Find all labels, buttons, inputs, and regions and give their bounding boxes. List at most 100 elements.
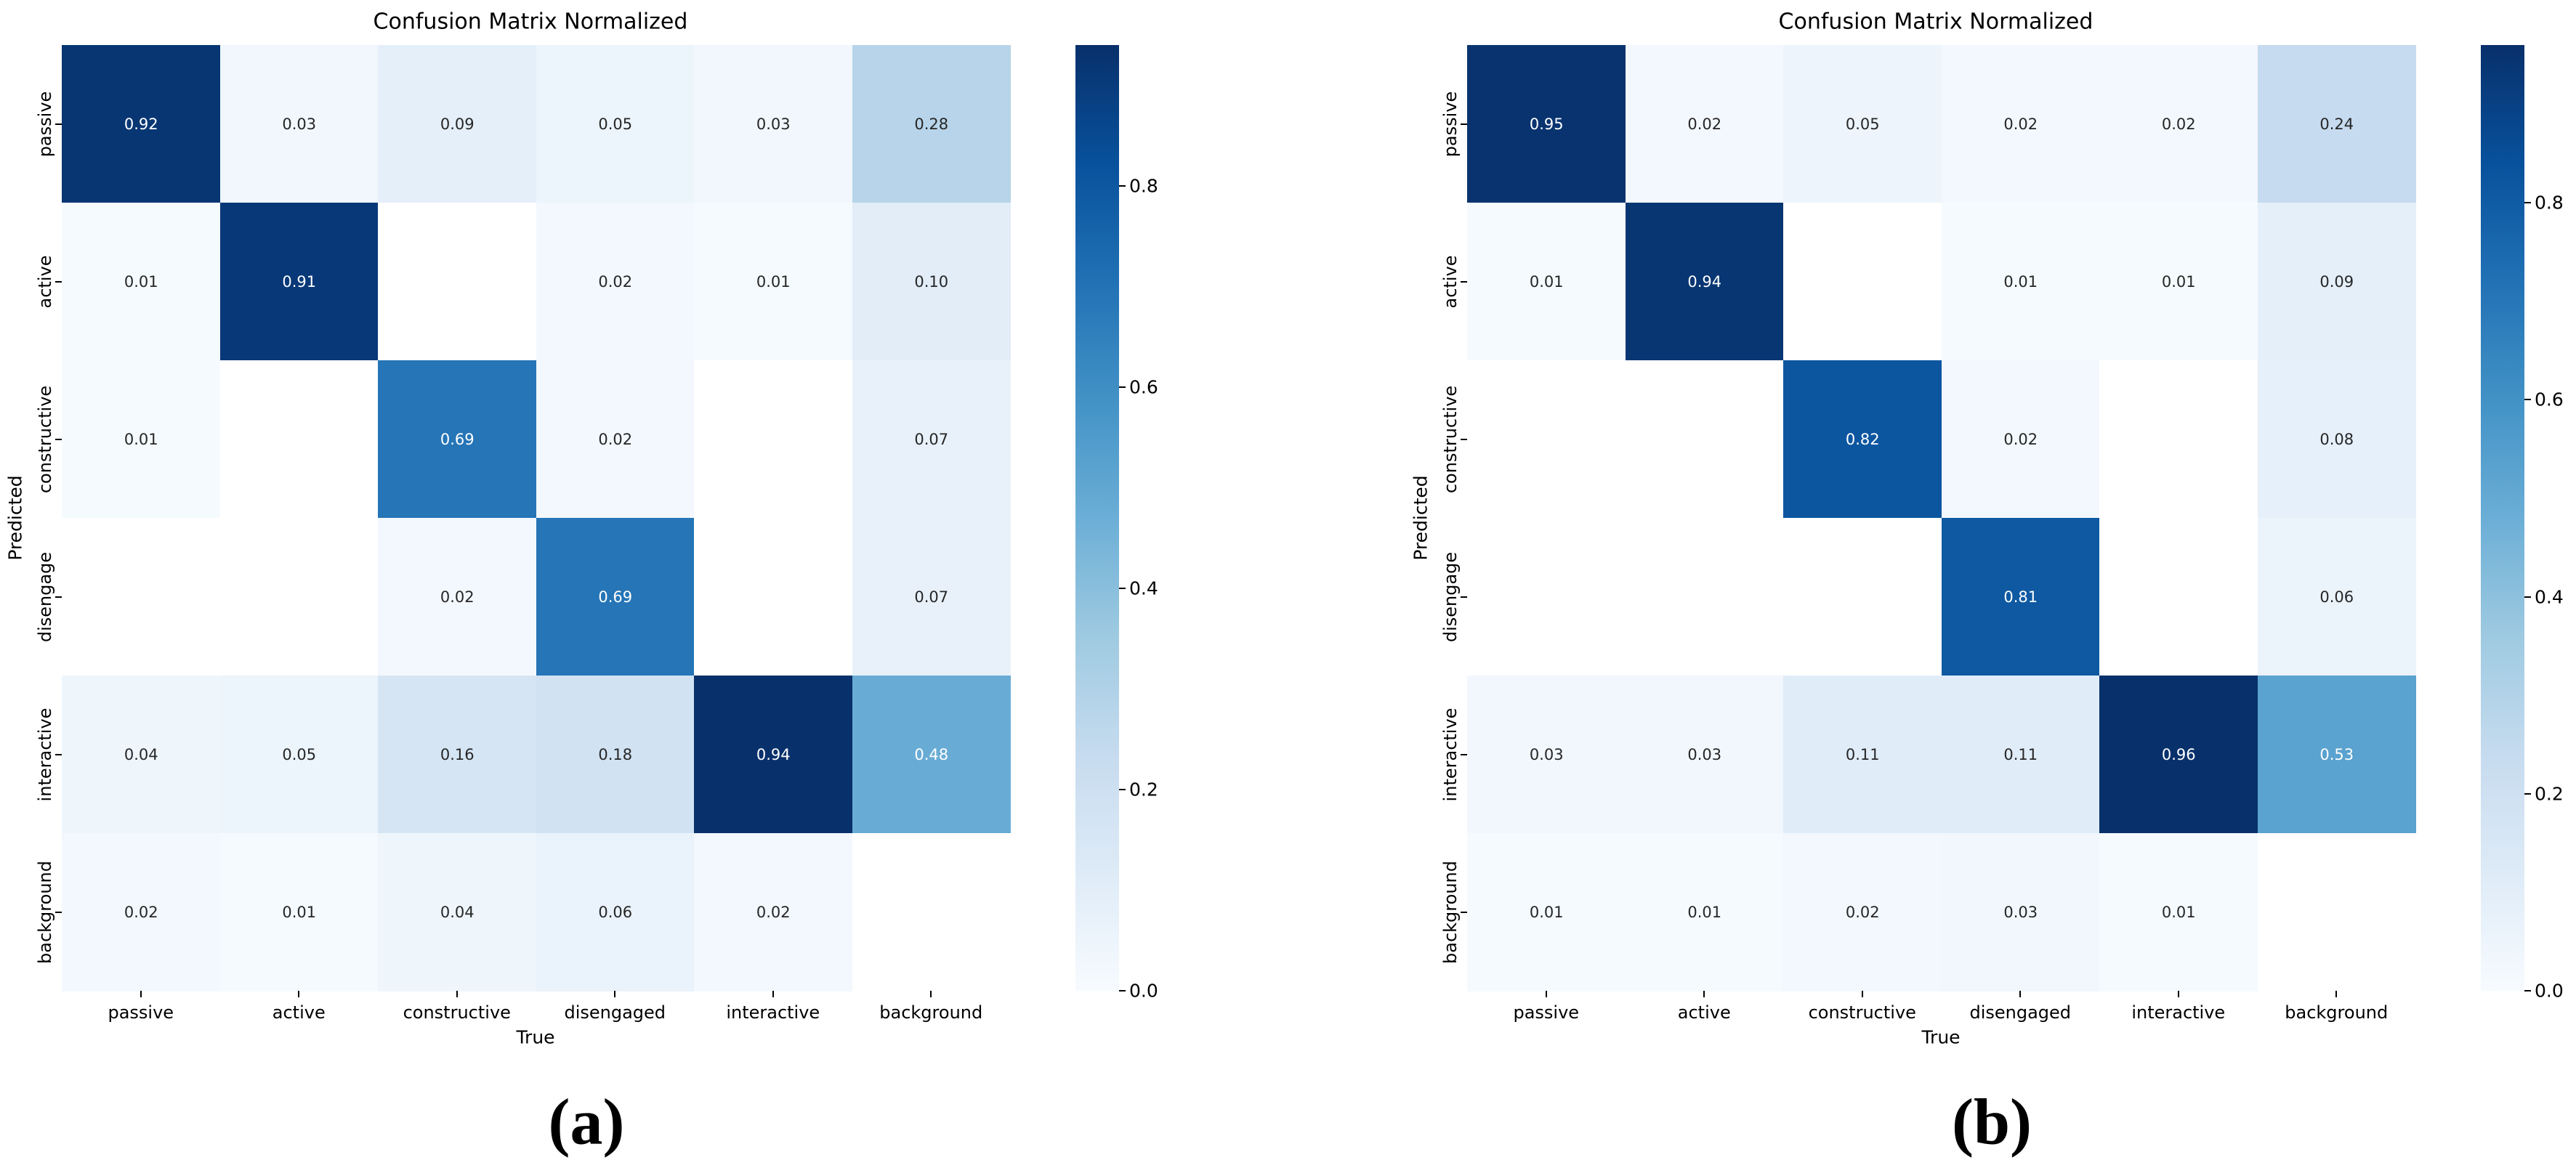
x-tick-label: background (2285, 1002, 2389, 1023)
heatmap-cell (1467, 360, 1626, 519)
x-tick-mark (2177, 991, 2179, 997)
heatmap-cell-value: 0.02 (598, 272, 633, 291)
heatmap-cell-value: 0.02 (440, 588, 475, 606)
chart-title: Confusion Matrix Normalized (373, 9, 688, 35)
heatmap-cell-value: 0.01 (124, 272, 158, 291)
heatmap-cell-value: 0.07 (914, 430, 949, 448)
heatmap-cell-value: 0.05 (282, 745, 317, 763)
heatmap-cell-value: 0.91 (282, 272, 317, 291)
heatmap-cell-value: 0.01 (1529, 272, 1564, 291)
y-tick-mark (1461, 753, 1467, 755)
heatmap-cell-value: 0.11 (1845, 745, 1880, 763)
y-tick-label: disengage (35, 551, 55, 642)
heatmap-cell-value: 0.01 (124, 430, 158, 448)
y-tick-label: background (35, 860, 55, 964)
heatmap-cell-value: 0.07 (914, 588, 949, 606)
heatmap-cell: 0.69 (536, 518, 695, 676)
heatmap-cell: 0.07 (852, 360, 1011, 519)
y-tick-mark (55, 438, 62, 440)
heatmap-cell-value: 0.02 (2161, 115, 2196, 133)
heatmap-cell: 0.02 (536, 203, 695, 361)
y-tick-mark (1461, 911, 1467, 913)
heatmap-cell-value: 0.95 (1529, 115, 1564, 133)
heatmap-cell: 0.02 (378, 518, 537, 676)
heatmap-cell: 0.24 (2257, 45, 2416, 203)
colorbar-gradient (1075, 45, 1119, 991)
heatmap-cell: 0.06 (536, 833, 695, 991)
x-tick-label: active (272, 1002, 326, 1023)
heatmap-cell: 0.10 (852, 203, 1011, 361)
heatmap-cell: 0.03 (219, 45, 379, 203)
heatmap-cell: 0.01 (1941, 203, 2100, 361)
y-tick-label: active (1440, 255, 1461, 308)
colorbar-tick-label: 0.6 (1129, 376, 1158, 398)
heatmap-cell: 0.69 (378, 360, 537, 519)
heatmap-cell: 0.02 (2099, 45, 2258, 203)
x-tick-label: disengaged (1969, 1002, 2072, 1023)
y-tick-mark (55, 596, 62, 598)
x-tick-label: disengaged (564, 1002, 666, 1023)
heatmap-cell-value: 0.94 (756, 745, 791, 763)
heatmap-cell-value: 0.09 (2319, 272, 2354, 291)
heatmap-cell-value: 0.08 (2319, 430, 2354, 448)
heatmap-cell: 0.05 (536, 45, 695, 203)
y-tick-mark (55, 911, 62, 913)
heatmap-cell-value: 0.18 (598, 745, 633, 763)
x-tick-mark (2019, 991, 2022, 997)
heatmap-cell (1467, 518, 1626, 676)
heatmap-cell-value: 0.05 (598, 115, 633, 133)
heatmap-cell-value: 0.03 (1687, 745, 1722, 763)
colorbar-tick-label: 0.2 (1129, 779, 1158, 800)
heatmap-cell (1783, 203, 1942, 361)
x-tick-mark (456, 991, 458, 997)
x-tick-label: active (1677, 1002, 1731, 1023)
heatmap-cell-value: 0.01 (282, 903, 317, 921)
heatmap-cell-value: 0.06 (598, 903, 633, 921)
heatmap-cell-value: 0.02 (1845, 903, 1880, 921)
colorbar-tick-label: 0.8 (1129, 175, 1158, 197)
heatmap-cell: 0.94 (1625, 203, 1784, 361)
heatmap-cell: 0.02 (1625, 45, 1784, 203)
heatmap-cell (694, 518, 853, 676)
heatmap-cell-value: 0.24 (2319, 115, 2354, 133)
x-tick-mark (1545, 991, 1547, 997)
heatmap-cell-value: 0.04 (440, 903, 475, 921)
heatmap-cell (1625, 518, 1784, 676)
heatmap-cell-value: 0.02 (756, 903, 791, 921)
heatmap-cell-value: 0.48 (914, 745, 949, 763)
colorbar-tick-mark (1119, 788, 1126, 790)
heatmap-cell (2257, 833, 2416, 991)
heatmap-cell: 0.06 (2257, 518, 2416, 676)
heatmap-cell: 0.11 (1941, 676, 2100, 834)
heatmap-cell-value: 0.28 (914, 115, 949, 133)
heatmap-cell: 0.28 (852, 45, 1011, 203)
colorbar-tick-mark (2524, 990, 2531, 991)
heatmap-cell: 0.01 (1467, 833, 1626, 991)
y-tick-label: passive (35, 91, 55, 157)
heatmap-cell-value: 0.09 (440, 115, 475, 133)
x-axis-label: True (1921, 1026, 1961, 1048)
heatmap-cell: 0.02 (536, 360, 695, 519)
x-tick-label: constructive (1808, 1002, 1916, 1023)
heatmap-cell: 0.96 (2099, 676, 2258, 834)
x-tick-mark (614, 991, 616, 997)
heatmap-cell-value: 0.02 (598, 430, 633, 448)
heatmap-cell-value: 0.04 (124, 745, 158, 763)
heatmap-cell: 0.81 (1941, 518, 2100, 676)
heatmap-cell: 0.09 (2257, 203, 2416, 361)
heatmap-cell-value: 0.03 (2003, 903, 2038, 921)
x-tick-label: constructive (403, 1002, 511, 1023)
heatmap-cell-value: 0.02 (124, 903, 158, 921)
colorbar-tick-mark (1119, 990, 1126, 991)
y-tick-mark (1461, 438, 1467, 440)
x-tick-mark (930, 991, 932, 997)
heatmap-cell: 0.01 (2099, 203, 2258, 361)
colorbar-tick-mark (1119, 386, 1126, 388)
heatmap-cell-value: 0.01 (2161, 272, 2196, 291)
heatmap-cell (2099, 360, 2258, 519)
heatmap-cell-value: 0.82 (1845, 430, 1880, 448)
heatmap-cell-value: 0.02 (1687, 115, 1722, 133)
heatmap-cell (2099, 518, 2258, 676)
colorbar-tick-label: 0.8 (2535, 192, 2564, 214)
heatmap-cell-value: 0.81 (2003, 588, 2038, 606)
